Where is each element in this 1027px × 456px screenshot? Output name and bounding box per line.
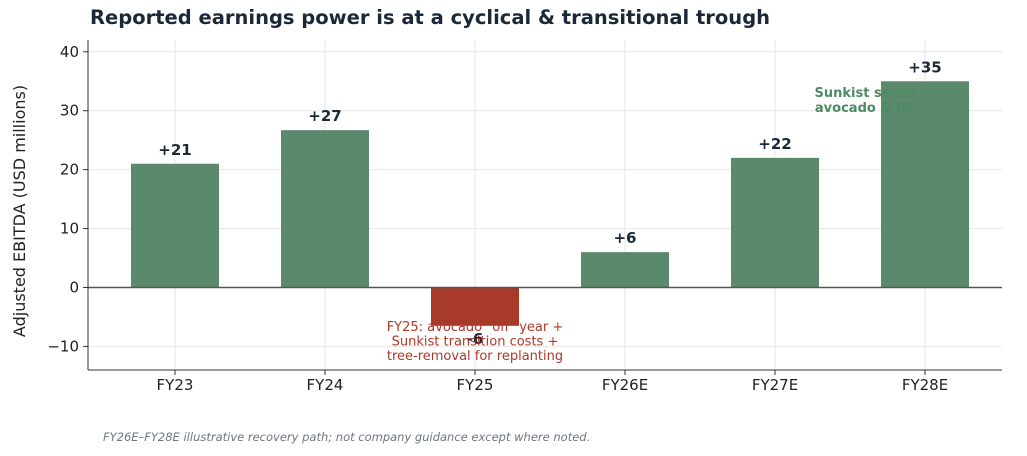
y-tick-label: −10 [47, 337, 79, 355]
x-tick-label: FY27E [752, 376, 798, 394]
y-axis-label: Adjusted EBITDA (USD millions) [10, 85, 29, 337]
y-tick-label: 30 [60, 102, 79, 120]
bar-fy24 [281, 130, 369, 288]
annotation: FY25: avocado "off" year + Sunkist transi… [387, 320, 564, 364]
annotation-line: Sunkist saves [815, 86, 916, 101]
annotation: Sunkist saves avocado & RE [815, 86, 916, 116]
bar-chart: −10 0 10 20 30 40 FY23 FY24 FY25 FY26E FY27E FY28E +… [10, 40, 1002, 394]
data-label: +27 [308, 107, 341, 125]
axes [83, 40, 1002, 375]
x-tick-label: FY25 [457, 376, 494, 394]
data-label: +21 [158, 141, 191, 159]
x-tick-label: FY28E [902, 376, 948, 394]
data-label: +6 [613, 229, 636, 247]
x-tick-label: FY26E [602, 376, 648, 394]
chart-title: Reported earnings power is at a cyclical… [90, 6, 771, 29]
labels: −10 0 10 20 30 40 FY23 FY24 FY25 FY26E FY27E FY28E +… [10, 43, 948, 394]
annotation-line: Sunkist transition costs + [392, 335, 559, 350]
x-tick-label: FY24 [307, 376, 344, 394]
footnote: FY26E–FY28E illustrative recovery path; … [103, 430, 591, 444]
bar-fy28e [881, 81, 969, 288]
bar-fy27e [731, 157, 819, 288]
bar-fy26e [581, 252, 669, 288]
bars [131, 81, 969, 326]
data-label: -6 [467, 330, 484, 348]
annotation-line: FY25: avocado "off" year + [387, 320, 564, 335]
data-label: +22 [758, 135, 791, 153]
y-tick-label: 0 [69, 279, 79, 297]
y-tick-label: 10 [60, 220, 79, 238]
annotation-line: tree-removal for replanting [387, 349, 563, 364]
y-tick-label: 20 [60, 161, 79, 179]
y-tick-label: 40 [60, 43, 79, 61]
data-label: +35 [908, 58, 941, 76]
annotation-line: avocado & RE [815, 101, 915, 116]
x-tick-label: FY23 [157, 376, 194, 394]
bar-fy23 [131, 163, 219, 288]
bar-fy25 [431, 287, 519, 326]
